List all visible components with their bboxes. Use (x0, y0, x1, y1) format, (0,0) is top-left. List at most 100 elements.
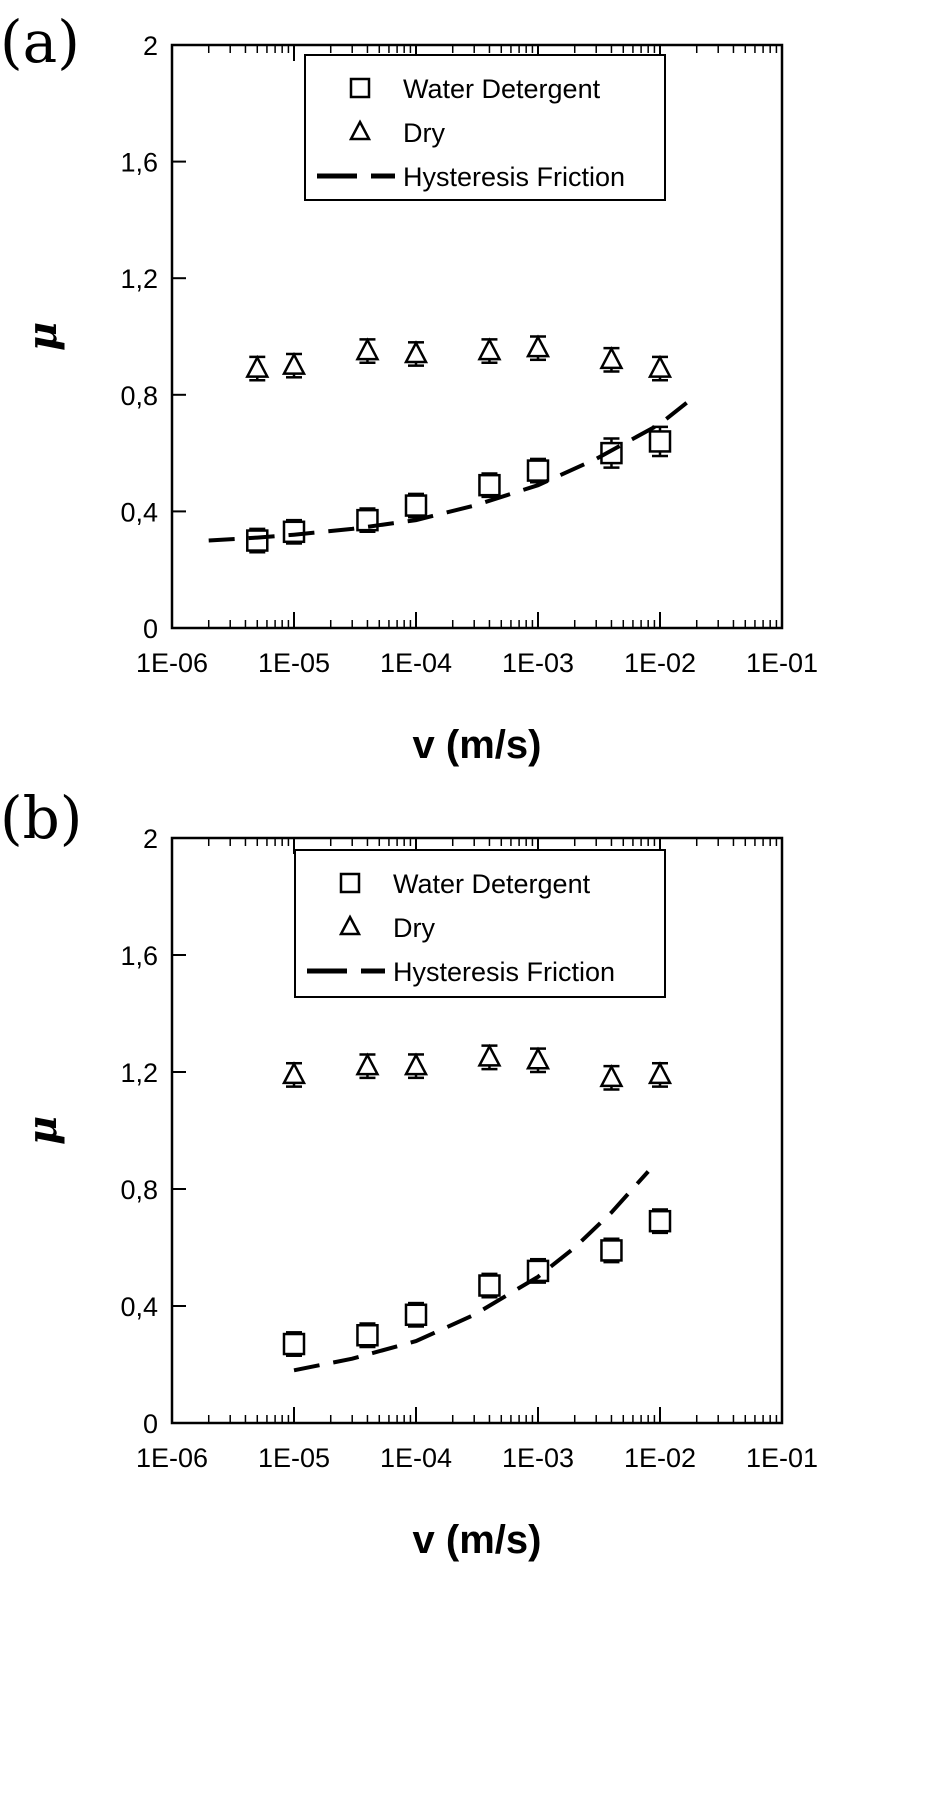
triangle-marker (647, 1061, 673, 1085)
water-detergent-point (282, 1331, 306, 1357)
plot-frame (170, 43, 784, 630)
dry-point (599, 346, 624, 373)
y-tick-label: 0 (143, 614, 158, 644)
y-tick-label: 2 (143, 31, 158, 61)
water-detergent-point (526, 1257, 550, 1284)
series-2 (208, 393, 698, 543)
dry-point (525, 1046, 551, 1074)
square-marker (600, 1239, 623, 1262)
triangle-marker (525, 334, 551, 358)
panel-label: (a) (0, 8, 80, 76)
water-detergent-point (356, 507, 379, 534)
x-tick-label: 1E-06 (136, 648, 208, 678)
y-tick-label: 2 (143, 824, 158, 854)
plot-frame (170, 836, 784, 1425)
square-marker (526, 459, 550, 482)
panel-b: (b) 1E-06 1E-05 1E-04 1E-03 1E-02 1E-01 0 0,4 0,8… (0, 784, 818, 1562)
dry-point (245, 354, 270, 382)
dry-point (281, 1061, 307, 1088)
triangle-marker (477, 337, 502, 361)
triangle-marker (599, 346, 624, 370)
dry-point (647, 1061, 673, 1088)
legend-triangle-marker (338, 914, 362, 936)
y-tick-label: 0 (143, 1409, 158, 1439)
triangle-marker (525, 1046, 551, 1070)
triangle-marker (245, 354, 270, 378)
y-tick-label: 1,6 (120, 148, 158, 178)
triangle-marker (355, 1052, 380, 1076)
legend: Water Detergent Dry Hysteresis Friction (294, 849, 666, 998)
y-tick-label: 0,4 (120, 1292, 158, 1322)
y-axis-title: μ (19, 1116, 66, 1145)
dry-point (599, 1064, 624, 1091)
dry-point (355, 1052, 380, 1080)
water-detergent-point (356, 1322, 379, 1349)
legend-label: Dry (403, 118, 445, 148)
y-tick-label: 1,6 (120, 941, 158, 971)
triangle-marker (647, 354, 673, 378)
series-0 (282, 1208, 672, 1357)
square-marker (526, 1259, 550, 1283)
dry-point (477, 1043, 502, 1071)
square-marker (478, 1274, 501, 1297)
series-2 (293, 1170, 650, 1373)
x-tick-label: 1E-06 (136, 1443, 208, 1473)
legend-label: Water Detergent (403, 74, 601, 104)
water-detergent-point (648, 425, 672, 458)
triangle-marker (355, 337, 380, 361)
square-marker (404, 494, 428, 517)
hysteresis-curve (208, 393, 698, 543)
y-tick-label: 1,2 (120, 1058, 158, 1088)
legend: Water Detergent Dry Hysteresis Friction (304, 54, 666, 201)
x-tick-label: 1E-02 (624, 648, 696, 678)
x-tick-label: 1E-05 (258, 1443, 330, 1473)
water-detergent-point (282, 518, 306, 545)
square-marker (648, 430, 672, 453)
square-marker (282, 1332, 306, 1356)
dry-point (477, 337, 502, 364)
x-tick-label: 1E-01 (746, 1443, 818, 1473)
water-detergent-point (404, 492, 428, 519)
triangle-marker (281, 351, 307, 375)
legend-label: Dry (393, 913, 435, 943)
dry-point (647, 354, 673, 382)
y-axis-title: μ (19, 322, 66, 351)
legend-triangle-marker (348, 119, 372, 141)
x-axis-title: v (m/s) (413, 1518, 542, 1562)
square-marker (404, 1303, 428, 1327)
series-1 (281, 1043, 673, 1091)
legend-label: Water Detergent (393, 869, 591, 899)
square-marker (478, 473, 501, 497)
y-tick-label: 0,4 (120, 497, 158, 527)
square-marker (246, 529, 269, 552)
panel-a: (a) 1E-06 1E-05 1E-04 1E-03 1E-02 1E-01 0 0,4 0,8… (0, 8, 818, 767)
water-detergent-point (246, 527, 269, 554)
y-tick-label: 0,8 (120, 1175, 158, 1205)
dry-point (281, 351, 307, 379)
water-detergent-point (526, 457, 550, 484)
square-marker (356, 1324, 379, 1347)
x-tick-label: 1E-04 (380, 648, 452, 678)
dry-point (525, 334, 551, 362)
triangle-marker (281, 1061, 307, 1085)
triangle-marker (477, 1043, 502, 1067)
legend-square-marker (349, 77, 371, 99)
x-tick-label: 1E-03 (502, 1443, 574, 1473)
water-detergent-point (600, 1237, 623, 1264)
dry-point (355, 337, 380, 364)
y-tick-label: 0,8 (120, 381, 158, 411)
square-marker (648, 1209, 672, 1233)
triangle-marker (403, 340, 429, 364)
legend-square-marker (339, 872, 361, 894)
x-tick-label: 1E-01 (746, 648, 818, 678)
triangle-marker (403, 1052, 429, 1076)
water-detergent-point (478, 1272, 501, 1299)
legend-label: Hysteresis Friction (403, 162, 625, 192)
dry-point (403, 1052, 429, 1080)
dry-point (403, 340, 429, 367)
x-tick-label: 1E-04 (380, 1443, 452, 1473)
legend-label: Hysteresis Friction (393, 957, 615, 987)
square-marker (282, 520, 306, 544)
x-axis-title: v (m/s) (413, 723, 542, 767)
